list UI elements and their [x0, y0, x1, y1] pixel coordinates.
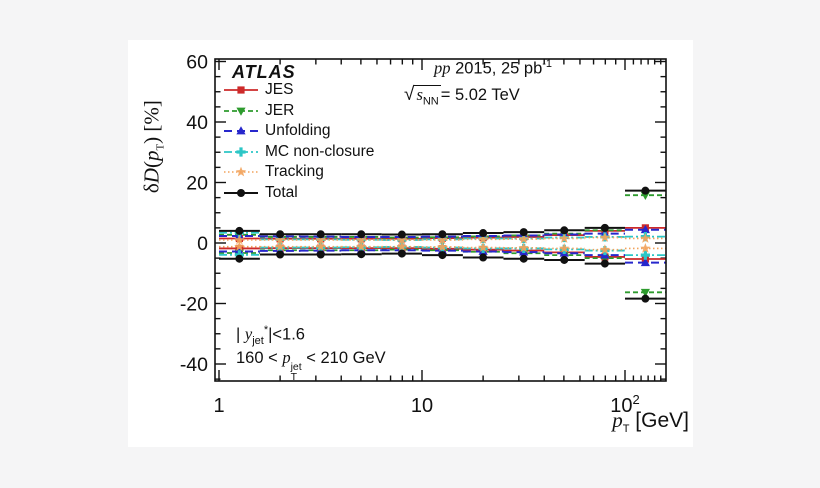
svg-text:102: 102	[610, 392, 639, 417]
legend-label-unfolding: Unfolding	[265, 122, 331, 140]
energy-text: = 5.02 TeV	[440, 86, 520, 104]
y-axis-title-open: (	[139, 161, 164, 169]
svg-text:60: 60	[186, 52, 208, 74]
svg-text:1: 1	[213, 395, 224, 417]
legend-item-tracking: Tracking	[224, 163, 324, 181]
dataset-label: pp 2015, 25 pb-1	[434, 58, 552, 79]
series-total	[219, 186, 666, 303]
energy-sub: NN	[422, 95, 439, 108]
plot-canvas: -40 -20 0 20 40 60 1 10 102 δD(pT) [%] ATLAS JES…	[128, 40, 693, 447]
legend-label-jes: JES	[265, 81, 294, 98]
dataset-text: 2015, 25 pb	[450, 59, 543, 78]
x-axis-title: pT [GeV]	[612, 408, 689, 435]
cut1-rest: |<1.6	[268, 325, 305, 344]
y-axis-ticks: -40 -20 0 20 40 60	[180, 52, 666, 380]
energy-label: √ sNN = 5.02 TeV	[404, 84, 520, 107]
y-axis-title-D: D	[139, 168, 164, 184]
svg-text:-20: -20	[180, 294, 208, 316]
cut2-pre: 160 <	[236, 349, 283, 367]
y-axis-title-delta: δ	[139, 183, 164, 194]
dataset-sup: -1	[542, 58, 553, 70]
cut1-y: y	[244, 324, 253, 344]
legend-label-mc-non-closure: MC non-closure	[265, 142, 375, 160]
svg-text:10: 10	[411, 395, 433, 417]
dataset-pp: pp	[434, 58, 451, 78]
legend-label-jer: JER	[265, 101, 295, 119]
energy-s: s	[416, 85, 423, 104]
plot-frame	[214, 58, 667, 382]
legend-item-mc-non-closure: MC non-closure	[224, 143, 374, 161]
legend-marker-tracking-icon	[224, 166, 258, 177]
legend-marker-jes-icon	[224, 86, 258, 94]
legend-item-jes: JES	[224, 81, 293, 99]
cut1-sup: *	[263, 324, 269, 336]
svg-text:20: 20	[186, 173, 208, 195]
cut2-sub: T	[290, 371, 298, 383]
legend-marker-jer-icon	[224, 107, 258, 116]
rapidity-cut-label: | yjet*|<1.6	[236, 324, 305, 347]
legend-label-tracking: Tracking	[265, 163, 324, 181]
legend-label-total: Total	[265, 184, 298, 201]
x-axis-title-sub: T	[622, 423, 630, 436]
cut2-rest: < 210 GeV	[301, 349, 386, 367]
cut1-bar: |	[236, 325, 245, 344]
x-axis-title-rest: [GeV]	[629, 409, 689, 432]
legend-item-jer: JER	[224, 102, 294, 120]
plot-area: -40 -20 0 20 40 60 1 10 102	[180, 52, 667, 417]
x-axis-ticks: 1 10 102	[213, 59, 662, 417]
legend-item-total: Total	[224, 184, 298, 202]
legend-item-unfolding: Unfolding	[224, 122, 331, 140]
svg-text:-40: -40	[180, 354, 208, 376]
sqrt-icon: √	[404, 84, 415, 105]
legend-marker-total-icon	[224, 189, 258, 197]
atlas-label: ATLAS	[232, 62, 296, 82]
x-axis-title-p: p	[612, 408, 623, 432]
y-axis-title: δD(pT) [%]	[139, 37, 166, 257]
svg-text:0: 0	[197, 233, 208, 255]
y-axis-title-p: p	[139, 150, 164, 162]
jet-pt-cut-label: 160 < p jet T < 210 GeV	[236, 348, 386, 382]
cut2-p: p	[282, 348, 291, 367]
svg-text:40: 40	[186, 112, 208, 134]
legend-marker-mc-non-closure-icon	[224, 147, 258, 157]
cut1-sub: jet	[252, 334, 264, 347]
y-axis-title-sub: T	[154, 143, 167, 151]
cut2-sup: jet	[290, 361, 302, 373]
legend-marker-unfolding-icon	[224, 126, 258, 135]
series-tracking	[219, 232, 666, 255]
y-axis-title-close: ) [%]	[139, 100, 164, 144]
